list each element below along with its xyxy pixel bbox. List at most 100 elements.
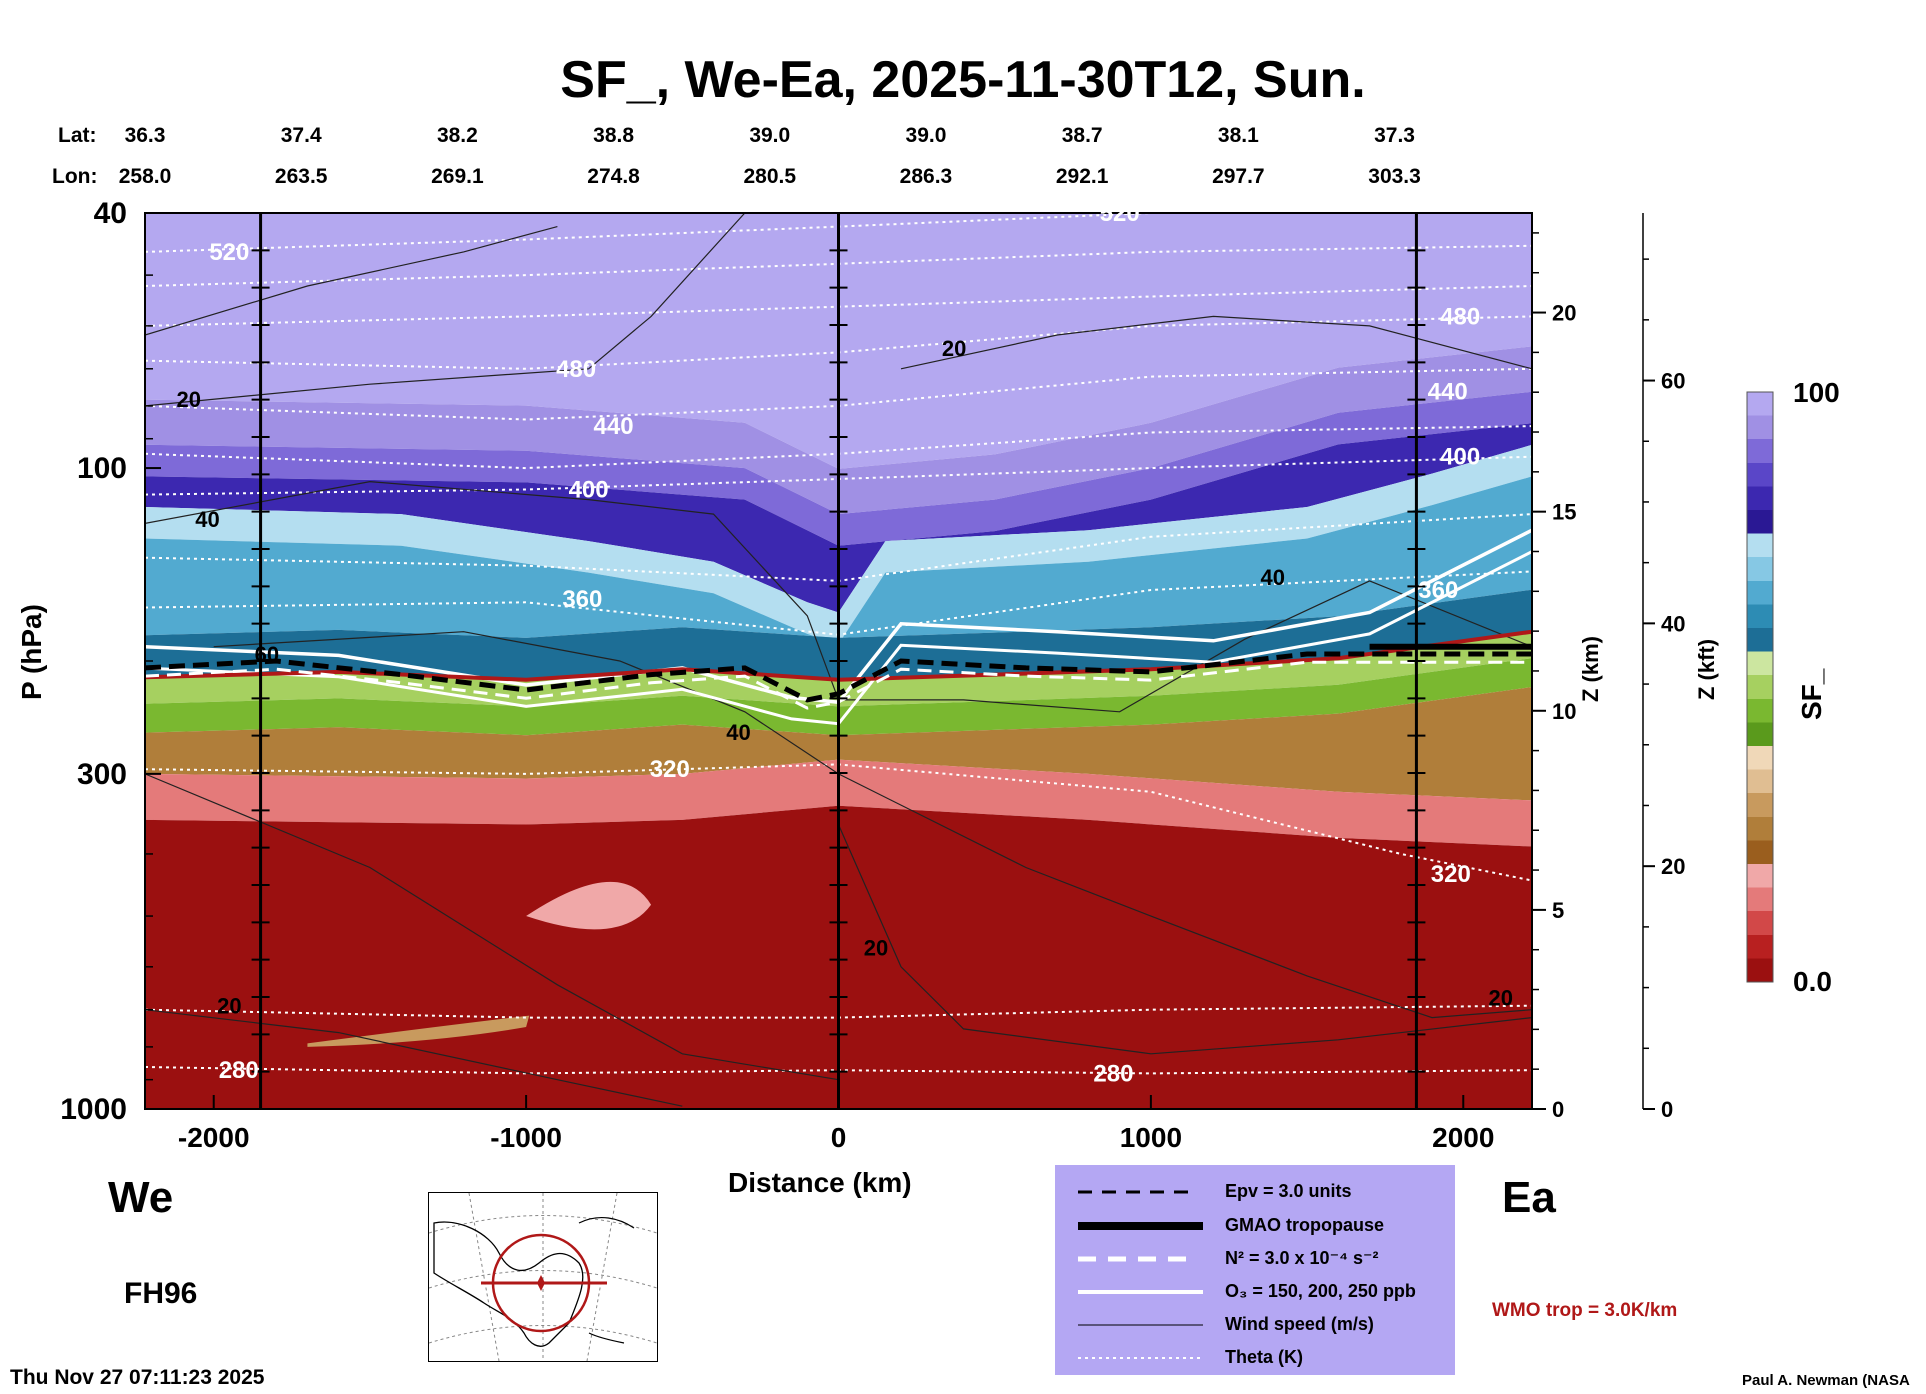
- lat-value: 37.4: [280, 124, 322, 147]
- lat-label: Lat:: [58, 124, 97, 147]
- z-kft-tick-label: 60: [1661, 369, 1685, 394]
- colorbar-max-label: 100: [1793, 377, 1840, 408]
- wind-label: 20: [217, 994, 241, 1019]
- legend-tropopause-text: GMAO tropopause: [1225, 1215, 1385, 1235]
- theta-contour: [145, 763, 1532, 882]
- wind-contour: [837, 824, 1532, 1055]
- lon-value: 263.5: [274, 165, 328, 188]
- mid-level-patch: [526, 881, 652, 930]
- map-graphic: [428, 1192, 658, 1362]
- wind-contour: [213, 631, 1532, 1019]
- contour-labels: 520 480 440 400 360 320 280 520 480 440 400 360 320 2…: [176, 200, 1513, 1087]
- colorbar: [1746, 391, 1774, 983]
- n2-contour: [145, 660, 1532, 710]
- x-tick-label: 1000: [1120, 1122, 1182, 1153]
- theta-label: 520: [209, 239, 249, 266]
- wind-label: 40: [195, 507, 219, 532]
- y-axis-title: P (hPa): [16, 604, 47, 700]
- y-tick-label: 100: [77, 452, 127, 485]
- timestamp: Thu Nov 27 07:11:23 2025: [10, 1366, 265, 1389]
- wind-contour: [145, 773, 839, 1081]
- lat-value: 39.0: [749, 124, 791, 147]
- wind-label: 40: [1260, 565, 1284, 590]
- credit: Paul A. Newman (NASA: [1742, 1372, 1910, 1389]
- theta-label: 360: [562, 586, 602, 613]
- east-label: Ea: [1502, 1173, 1556, 1222]
- lon-label: Lon:: [52, 165, 98, 188]
- lon-value: 269.1: [431, 165, 484, 188]
- axes: -2000 -1000 0 1000 2000 40 100 300 1000 0 5 10 15 20 0…: [60, 197, 1685, 1153]
- y-tick-label: 1000: [60, 1093, 127, 1126]
- legend-epv-text: Epv = 3.0 units: [1225, 1181, 1352, 1201]
- legend-ozone-text: O₃ = 150, 200, 250 ppb: [1225, 1281, 1416, 1301]
- lat-value: 38.8: [593, 124, 635, 147]
- theta-label: 480: [556, 356, 596, 383]
- lon-value: 274.8: [587, 165, 640, 188]
- wind-label: 20: [942, 336, 966, 361]
- x-tick-label: 2000: [1432, 1122, 1494, 1153]
- lon-value: 297.7: [1212, 165, 1265, 188]
- theta-label: 400: [569, 476, 609, 503]
- colorbar-title: SF_: [1796, 668, 1827, 720]
- legend-wind-text: Wind speed (m/s): [1225, 1314, 1374, 1334]
- legend-n2-text: N² = 3.0 x 10⁻⁴ s⁻²: [1225, 1248, 1379, 1268]
- wind-contour: [900, 315, 1532, 370]
- wind-label: 60: [255, 642, 279, 667]
- lat-value: 38.1: [1217, 124, 1259, 147]
- z-km-tick-label: 0: [1552, 1097, 1564, 1122]
- theta-label: 280: [219, 1057, 259, 1084]
- z-kft-tick-label: 40: [1661, 611, 1685, 636]
- band-blue: [145, 476, 1532, 644]
- wind-contour: [145, 226, 558, 336]
- theta-label: 320: [1431, 861, 1471, 888]
- z-kft-axis-title: Z (kft): [1694, 638, 1719, 700]
- lat-value: 36.3: [124, 124, 166, 147]
- x-tick-label: -2000: [178, 1122, 250, 1153]
- lon-value: 286.3: [899, 165, 953, 188]
- wind-contour: [145, 213, 746, 407]
- theta-label: 280: [1093, 1060, 1133, 1087]
- chart-title: SF_, We-Ea, 2025-11-30T12, Sun.: [560, 51, 1366, 109]
- theta-label: 400: [1440, 444, 1480, 471]
- lat-value: 37.3: [1374, 124, 1415, 147]
- lon-value: 292.1: [1055, 165, 1109, 188]
- forecast-hour: FH96: [124, 1277, 198, 1310]
- x-tick-label: -1000: [490, 1122, 562, 1153]
- wind-label: 40: [726, 720, 750, 745]
- lat-value: 38.7: [1061, 124, 1103, 147]
- inset-map: [428, 1192, 658, 1362]
- z-km-tick-label: 5: [1552, 898, 1564, 923]
- wind-label: 20: [1489, 986, 1513, 1011]
- wind-label: 20: [864, 936, 888, 961]
- wmo-trop-label: WMO trop = 3.0K/km: [1492, 1300, 1678, 1321]
- lat-value: 39.0: [905, 124, 947, 147]
- z-km-tick-label: 20: [1552, 301, 1576, 326]
- theta-label: 440: [594, 413, 634, 440]
- wind-contour: [145, 1009, 683, 1107]
- theta-label: 440: [1428, 379, 1468, 406]
- z-km-axis-title: Z (km): [1578, 636, 1603, 702]
- lon-value: 303.3: [1368, 165, 1421, 188]
- theta-label: 320: [650, 756, 690, 783]
- y-tick-label: 300: [77, 758, 127, 791]
- legend: Epv = 3.0 units GMAO tropopause N² = 3.0…: [1055, 1165, 1455, 1375]
- band-pale-blue: [145, 444, 1532, 644]
- theta-label: 520: [1100, 200, 1140, 227]
- legend-theta-text: Theta (K): [1225, 1347, 1303, 1367]
- theta-label: 480: [1440, 303, 1480, 330]
- x-axis-title: Distance (km): [728, 1167, 912, 1198]
- legend-lines: [1078, 1190, 1203, 1359]
- theta-label: 360: [1418, 577, 1458, 604]
- z-km-tick-label: 15: [1552, 500, 1576, 525]
- z-kft-tick-label: 20: [1661, 854, 1685, 879]
- y-tick-label: 40: [94, 197, 127, 230]
- x-tick-label: 0: [831, 1122, 847, 1153]
- z-km-tick-label: 10: [1552, 699, 1576, 724]
- wind-contours: [145, 213, 1532, 1107]
- wind-label: 20: [176, 387, 200, 412]
- z-kft-tick-label: 0: [1661, 1097, 1673, 1122]
- west-label: We: [108, 1173, 174, 1222]
- colorbar-min-label: 0.0: [1793, 966, 1832, 997]
- low-level-streak: [307, 1015, 530, 1047]
